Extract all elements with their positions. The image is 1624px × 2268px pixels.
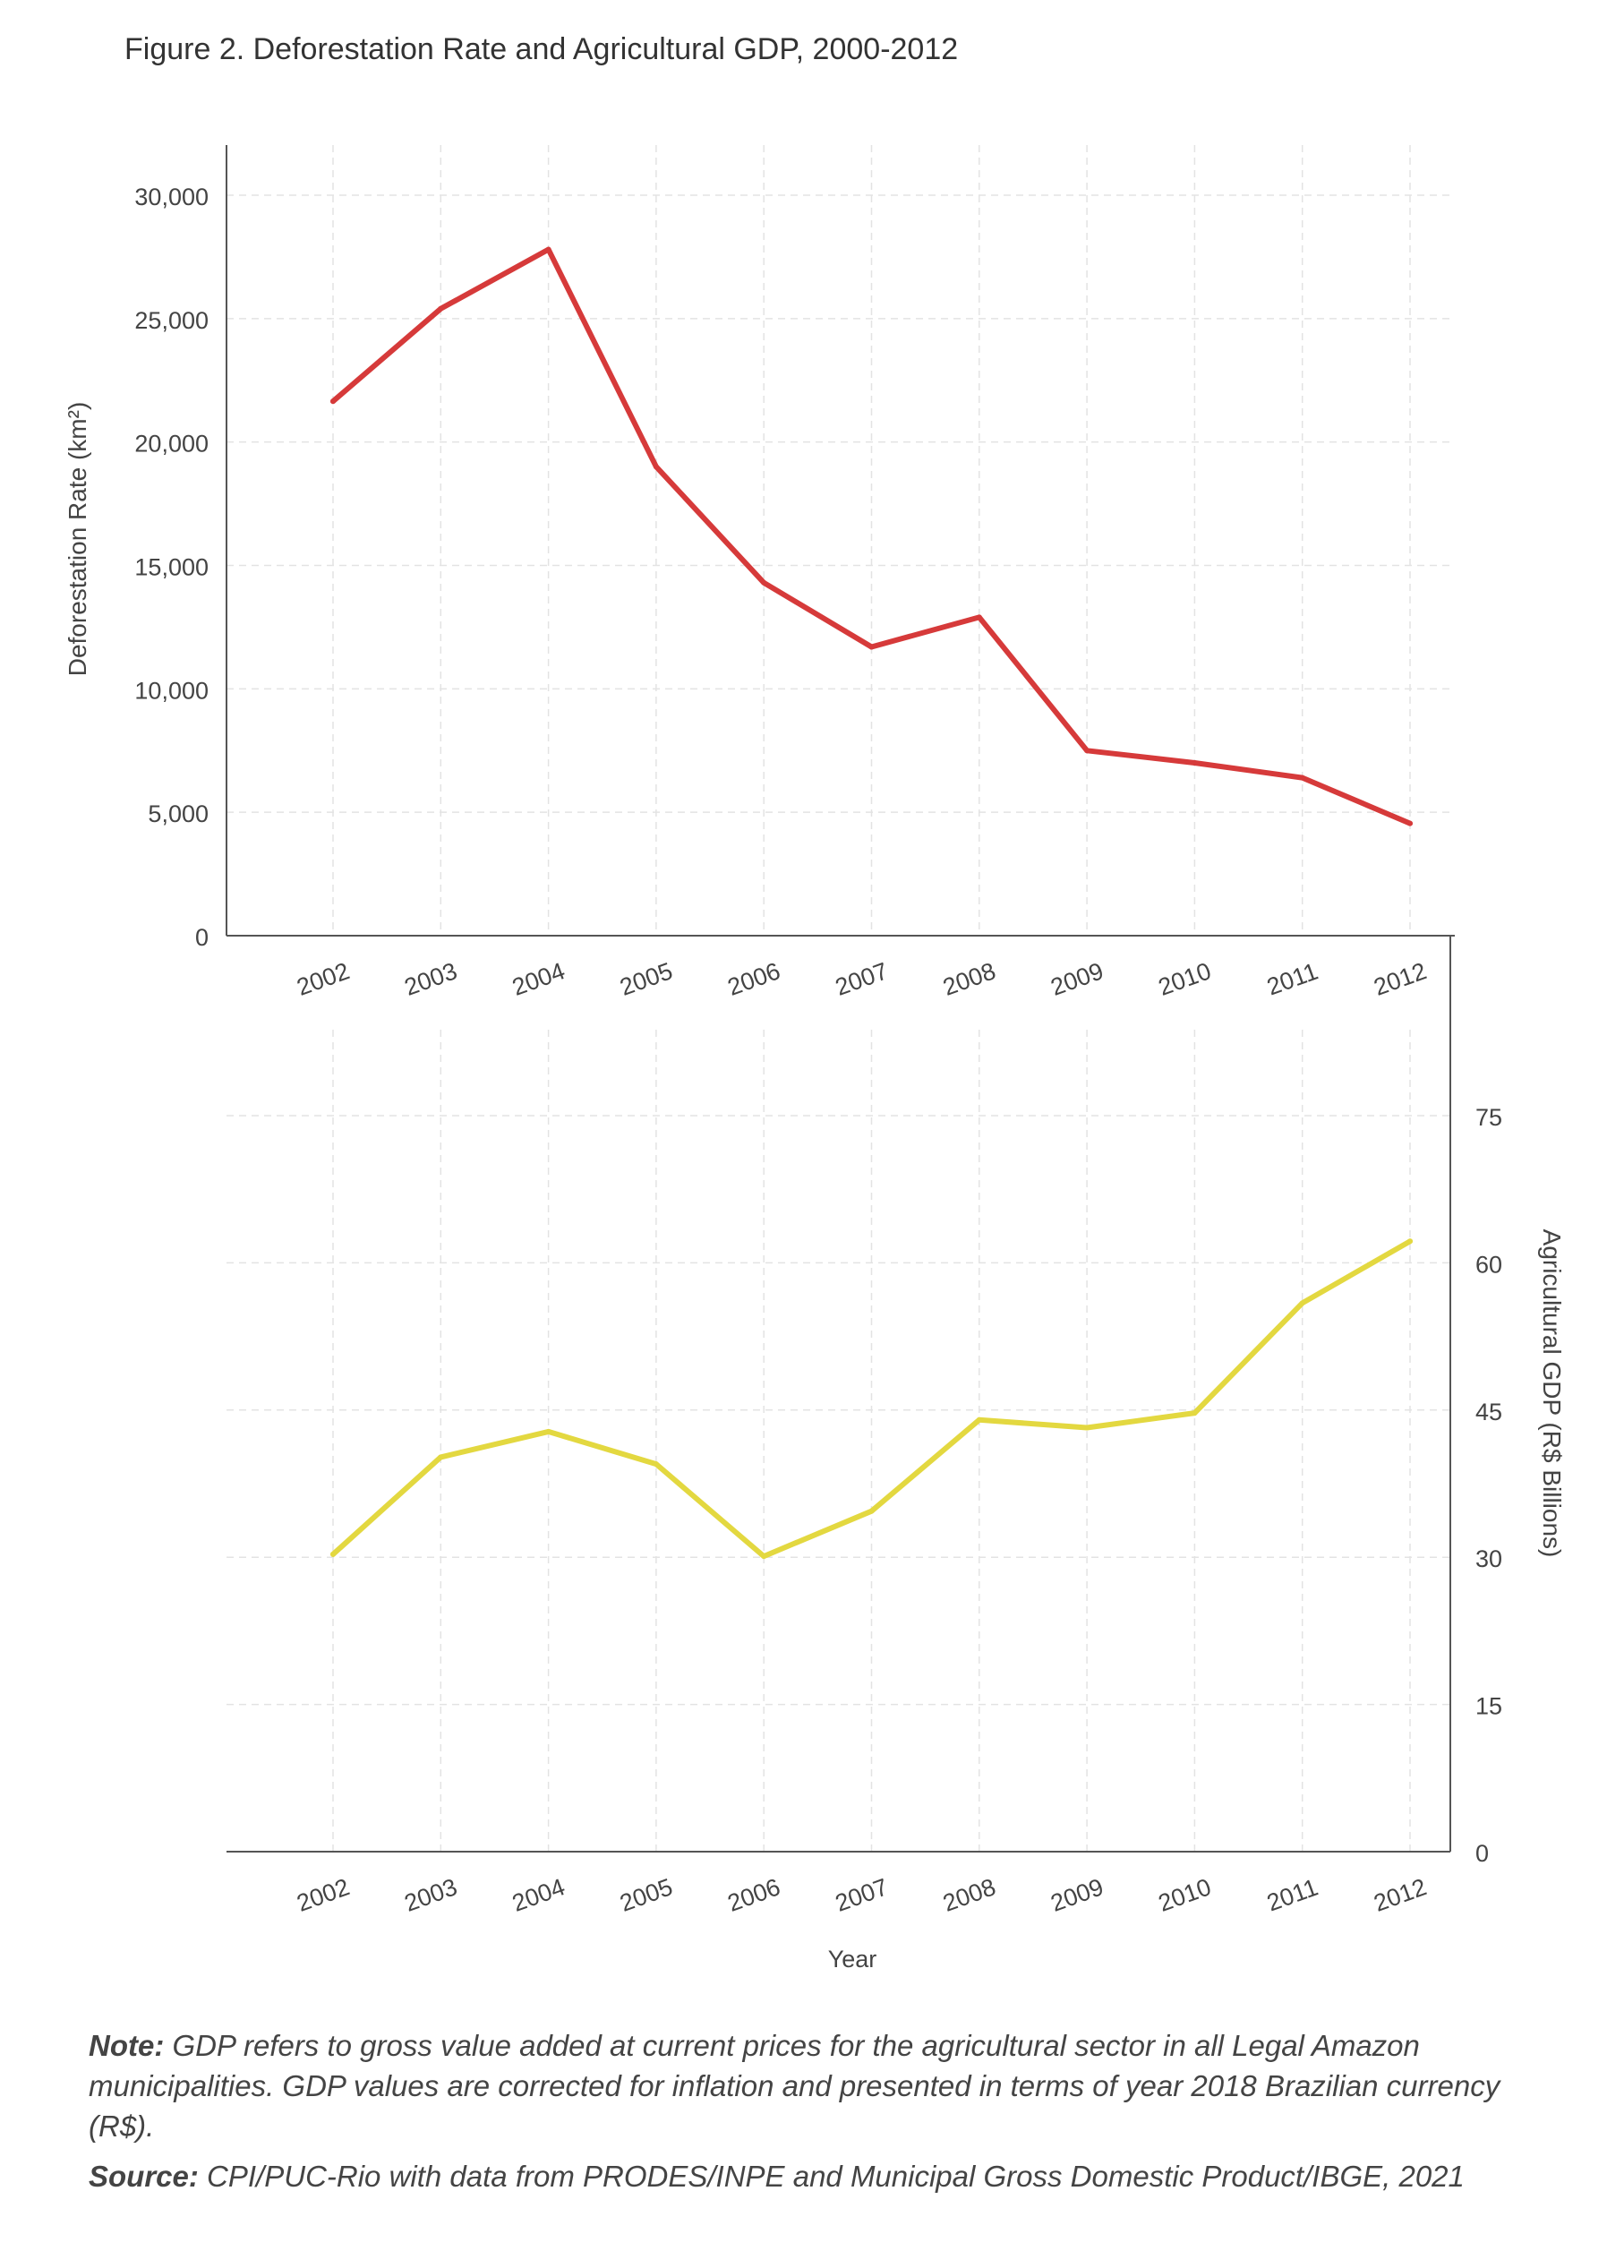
gdp-ytick-label: 45 [1475,1399,1502,1425]
deforestation-data-point [545,246,551,252]
deforestation-data-point [1084,748,1090,754]
figure-source: Source: CPI/PUC-Rio with data from PRODE… [89,2156,1539,2196]
gdp-x-axis-label: Year [828,1946,877,1973]
deforestation-xtick-label: 2005 [616,957,676,1001]
deforestation-xtick-label: 2002 [294,957,354,1001]
gdp-data-point [653,1461,659,1468]
agricultural-gdp-chart: 0 15 30 45 60 75 2002 2003 2004 2005 2006 2007 2008 2… [227,936,1566,1973]
deforestation-xtick-label: 2004 [509,957,568,1001]
deforestation-xtick-label: 2010 [1155,957,1215,1001]
source-text: CPI/PUC-Rio with data from PRODES/INPE a… [198,2160,1465,2193]
deforestation-ytick-label: 0 [195,924,209,951]
gdp-data-point [438,1454,444,1460]
deforestation-data-point [976,614,982,620]
deforestation-xtick-label: 2003 [401,957,461,1001]
gdp-ytick-label: 75 [1475,1104,1502,1131]
gdp-xtick-label: 2002 [294,1873,354,1917]
deforestation-xtick-label: 2007 [832,957,892,1001]
gdp-data-point [1299,1300,1305,1306]
figure-note: Note: GDP refers to gross value added at… [89,2025,1539,2146]
gdp-xtick-label: 2007 [832,1873,892,1917]
deforestation-ytick-label: 30,000 [134,184,209,210]
gdp-xtick-label: 2012 [1371,1873,1431,1917]
gdp-xtick-label: 2004 [509,1873,568,1917]
deforestation-xtick-label: 2008 [939,957,999,1001]
note-lead: Note: [89,2029,165,2062]
figure-title: Figure 2. Deforestation Rate and Agricul… [124,32,959,66]
deforestation-data-point [1407,820,1413,826]
gdp-data-point [330,1551,336,1557]
deforestation-ytick-label: 20,000 [134,431,209,458]
deforestation-ytick-label: 25,000 [134,307,209,334]
source-lead: Source: [89,2160,199,2193]
gdp-xtick-label: 2011 [1263,1874,1321,1917]
gdp-xtick-label: 2009 [1047,1873,1107,1917]
gdp-data-point [1192,1410,1198,1416]
gdp-xtick-label: 2010 [1155,1873,1215,1917]
deforestation-ytick-label: 5,000 [148,800,209,827]
gdp-xtick-label: 2008 [939,1873,999,1917]
deforestation-xtick-label: 2011 [1263,958,1321,1001]
gdp-data-point [545,1428,551,1434]
deforestation-data-point [438,305,444,312]
deforestation-y-axis-label: Deforestation Rate (km²) [64,402,91,677]
deforestation-data-point [868,644,875,650]
combined-line-charts: 0 5,000 10,000 15,000 20,000 25,000 30,000 2002… [64,145,1566,1973]
deforestation-data-point [761,579,767,586]
deforestation-data-point [653,464,659,470]
gdp-data-point [1407,1238,1413,1245]
gdp-ytick-label: 0 [1475,1840,1489,1867]
gdp-ytick-label: 30 [1475,1545,1502,1572]
gdp-data-point [761,1553,767,1560]
deforestation-data-point [330,398,336,405]
gdp-data-point [976,1416,982,1423]
gdp-xtick-label: 2005 [616,1873,676,1917]
deforestation-xtick-label: 2006 [724,957,784,1001]
gdp-xtick-label: 2003 [401,1873,461,1917]
deforestation-ytick-label: 10,000 [134,677,209,704]
gdp-ytick-label: 15 [1475,1693,1502,1720]
gdp-data-point [1084,1425,1090,1431]
deforestation-xtick-label: 2009 [1047,957,1107,1001]
gdp-y-axis-label: Agricultural GDP (R$ Billions) [1538,1229,1566,1558]
gdp-ytick-label: 60 [1475,1251,1502,1278]
note-text: GDP refers to gross value added at curre… [89,2029,1500,2143]
deforestation-ytick-label: 15,000 [134,554,209,581]
deforestation-data-point [1192,760,1198,766]
deforestation-data-point [1299,775,1305,781]
deforestation-xtick-label: 2012 [1371,957,1431,1001]
gdp-data-point [868,1508,875,1514]
gdp-xtick-label: 2006 [724,1873,784,1917]
deforestation-chart: 0 5,000 10,000 15,000 20,000 25,000 30,000 2002… [64,145,1455,1001]
